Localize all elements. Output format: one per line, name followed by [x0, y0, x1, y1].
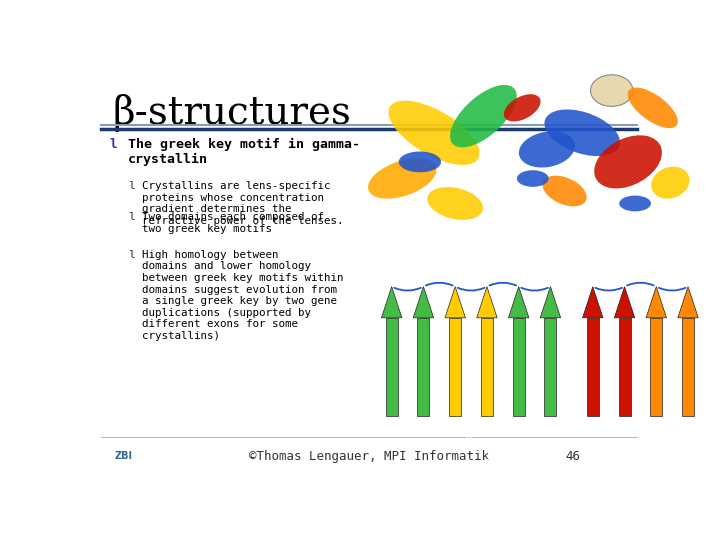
Text: l: l	[128, 181, 135, 191]
Polygon shape	[682, 318, 694, 416]
Text: 46: 46	[565, 450, 580, 463]
Text: Crystallins are lens-specific
proteins whose concentration
gradient determines t: Crystallins are lens-specific proteins w…	[142, 181, 343, 226]
Ellipse shape	[504, 94, 541, 122]
Polygon shape	[614, 287, 635, 318]
Ellipse shape	[519, 131, 575, 167]
Ellipse shape	[594, 136, 662, 188]
Text: ©Thomas Lengauer, MPI Informatik: ©Thomas Lengauer, MPI Informatik	[249, 450, 489, 463]
Polygon shape	[413, 287, 433, 318]
Text: β-structures: β-structures	[112, 94, 351, 132]
Ellipse shape	[450, 85, 517, 147]
Text: ZBI: ZBI	[114, 451, 132, 462]
Polygon shape	[678, 287, 698, 318]
Polygon shape	[582, 287, 603, 318]
Polygon shape	[650, 318, 662, 416]
Text: N: N	[466, 431, 473, 441]
Polygon shape	[449, 318, 462, 416]
Polygon shape	[386, 318, 397, 416]
Ellipse shape	[544, 110, 620, 156]
Ellipse shape	[427, 187, 483, 220]
Polygon shape	[508, 287, 529, 318]
Polygon shape	[544, 318, 557, 416]
Ellipse shape	[389, 100, 480, 165]
Text: l: l	[128, 212, 135, 222]
Polygon shape	[418, 318, 429, 416]
Text: C: C	[670, 431, 678, 441]
Text: High homology between
domains and lower homology
between greek key motifs within: High homology between domains and lower …	[142, 250, 343, 341]
Polygon shape	[587, 318, 599, 416]
Ellipse shape	[517, 170, 549, 187]
Ellipse shape	[399, 152, 441, 172]
Polygon shape	[540, 287, 561, 318]
Text: The greek key motif in gamma-
crystallin: The greek key motif in gamma- crystallin	[128, 138, 360, 166]
Text: Two domains each composed of
two greek key motifs: Two domains each composed of two greek k…	[142, 212, 324, 234]
Text: l: l	[128, 250, 135, 260]
Polygon shape	[477, 287, 498, 318]
Ellipse shape	[651, 167, 690, 199]
Text: Domain 2: Domain 2	[621, 459, 664, 468]
Polygon shape	[481, 318, 493, 416]
Ellipse shape	[542, 176, 587, 206]
Polygon shape	[646, 287, 667, 318]
Text: l: l	[109, 138, 117, 151]
Ellipse shape	[628, 87, 678, 128]
Polygon shape	[618, 318, 631, 416]
Circle shape	[590, 75, 633, 106]
Polygon shape	[513, 318, 525, 416]
Text: ✦: ✦	[606, 84, 617, 97]
Text: Domain 1: Domain 1	[448, 459, 491, 468]
Polygon shape	[382, 287, 402, 318]
Ellipse shape	[368, 158, 436, 199]
Ellipse shape	[619, 195, 651, 211]
Polygon shape	[445, 287, 465, 318]
